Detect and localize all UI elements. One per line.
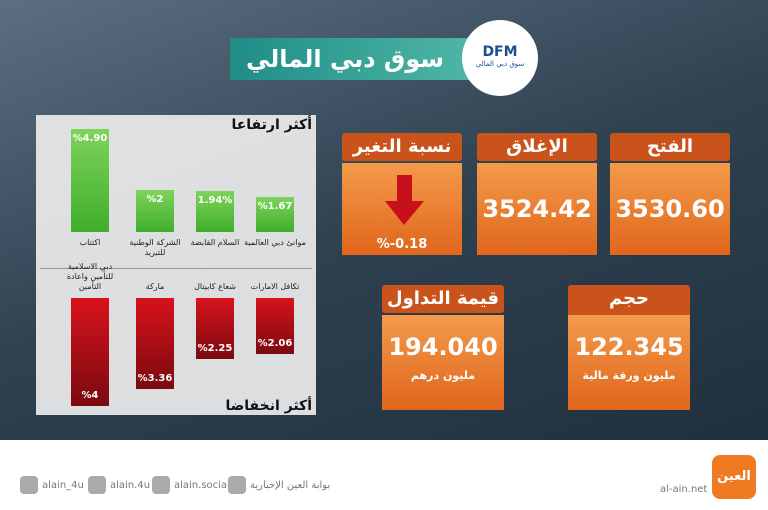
bar [136, 298, 174, 389]
value-label: %3.36 [137, 372, 173, 384]
footer-link[interactable]: بوابة العين الإخبارية [250, 480, 331, 491]
title-band [230, 38, 470, 80]
bar [256, 196, 294, 232]
bar [136, 190, 174, 232]
chart-title: أكثر انخفاضا [225, 398, 312, 414]
category-label: موانئ دبي العالمية [244, 238, 306, 247]
footer-link[interactable]: alain_4u [42, 480, 84, 491]
value-label: 1.94% [197, 195, 233, 207]
card-body: 122.345 مليون ورقة مالية [568, 315, 690, 410]
category-label: شعاع كابيتال [194, 282, 236, 291]
bar [196, 191, 234, 232]
card-unit: مليون درهم [410, 369, 476, 382]
card-value: 122.345 [574, 333, 684, 361]
logo-subtitle: سوق دبي المالي [475, 60, 525, 68]
category-label: اكتتاب [79, 238, 101, 247]
site[interactable]: al-ain.net [660, 484, 708, 495]
instagram-icon[interactable] [88, 476, 106, 494]
footer [0, 440, 768, 510]
card-body: %-0.18 [342, 163, 462, 255]
card-value: %-0.18 [376, 237, 428, 252]
category-label: الشركة الوطنية للتبريد [129, 238, 181, 257]
card-value: 3530.60 [610, 163, 730, 255]
card-label: الإغلاق [477, 133, 597, 161]
card-label: نسبة التغير [342, 133, 462, 161]
bar [256, 298, 294, 354]
category-label: تكافل الامارات [250, 282, 300, 291]
bar [71, 298, 109, 406]
category-label: ماركة [145, 282, 165, 291]
card-value: 194.040 [388, 333, 498, 361]
bar [71, 129, 109, 232]
value-label: %2.06 [257, 337, 293, 349]
card-body: 194.040 مليون درهم [382, 315, 504, 410]
value-label: %4.90 [72, 133, 108, 145]
title: سوق دبي المالي [245, 45, 445, 73]
value-label: %1.67 [257, 200, 293, 212]
divider [40, 268, 312, 269]
category-label: السلام القابضة [190, 238, 240, 247]
card-value: 3524.42 [477, 163, 597, 255]
twitter-icon[interactable] [20, 476, 38, 494]
bar [196, 298, 234, 359]
value-label: %2 [146, 194, 164, 205]
footer-link[interactable]: alain.4u [110, 480, 151, 491]
chart-title: أكثر ارتفاعا [231, 117, 312, 133]
card-label: الفتح [610, 133, 730, 161]
card-unit: مليون ورقة مالية [582, 369, 676, 382]
value-label: %4 [81, 390, 99, 401]
logo: DFM سوق دبي المالي [462, 20, 538, 96]
category-label: دبي الاسلامية للتأمين واعادة التأمين [66, 262, 114, 291]
footer-link[interactable]: alain.social [174, 480, 230, 491]
youtube-icon[interactable] [228, 476, 246, 494]
footer-logo: العين [712, 455, 756, 499]
logo-text: DFM [482, 44, 518, 60]
down-arrow [385, 175, 424, 225]
facebook-icon[interactable] [152, 476, 170, 494]
card-label: قيمة التداول [382, 285, 504, 313]
value-label: %2.25 [197, 342, 233, 354]
